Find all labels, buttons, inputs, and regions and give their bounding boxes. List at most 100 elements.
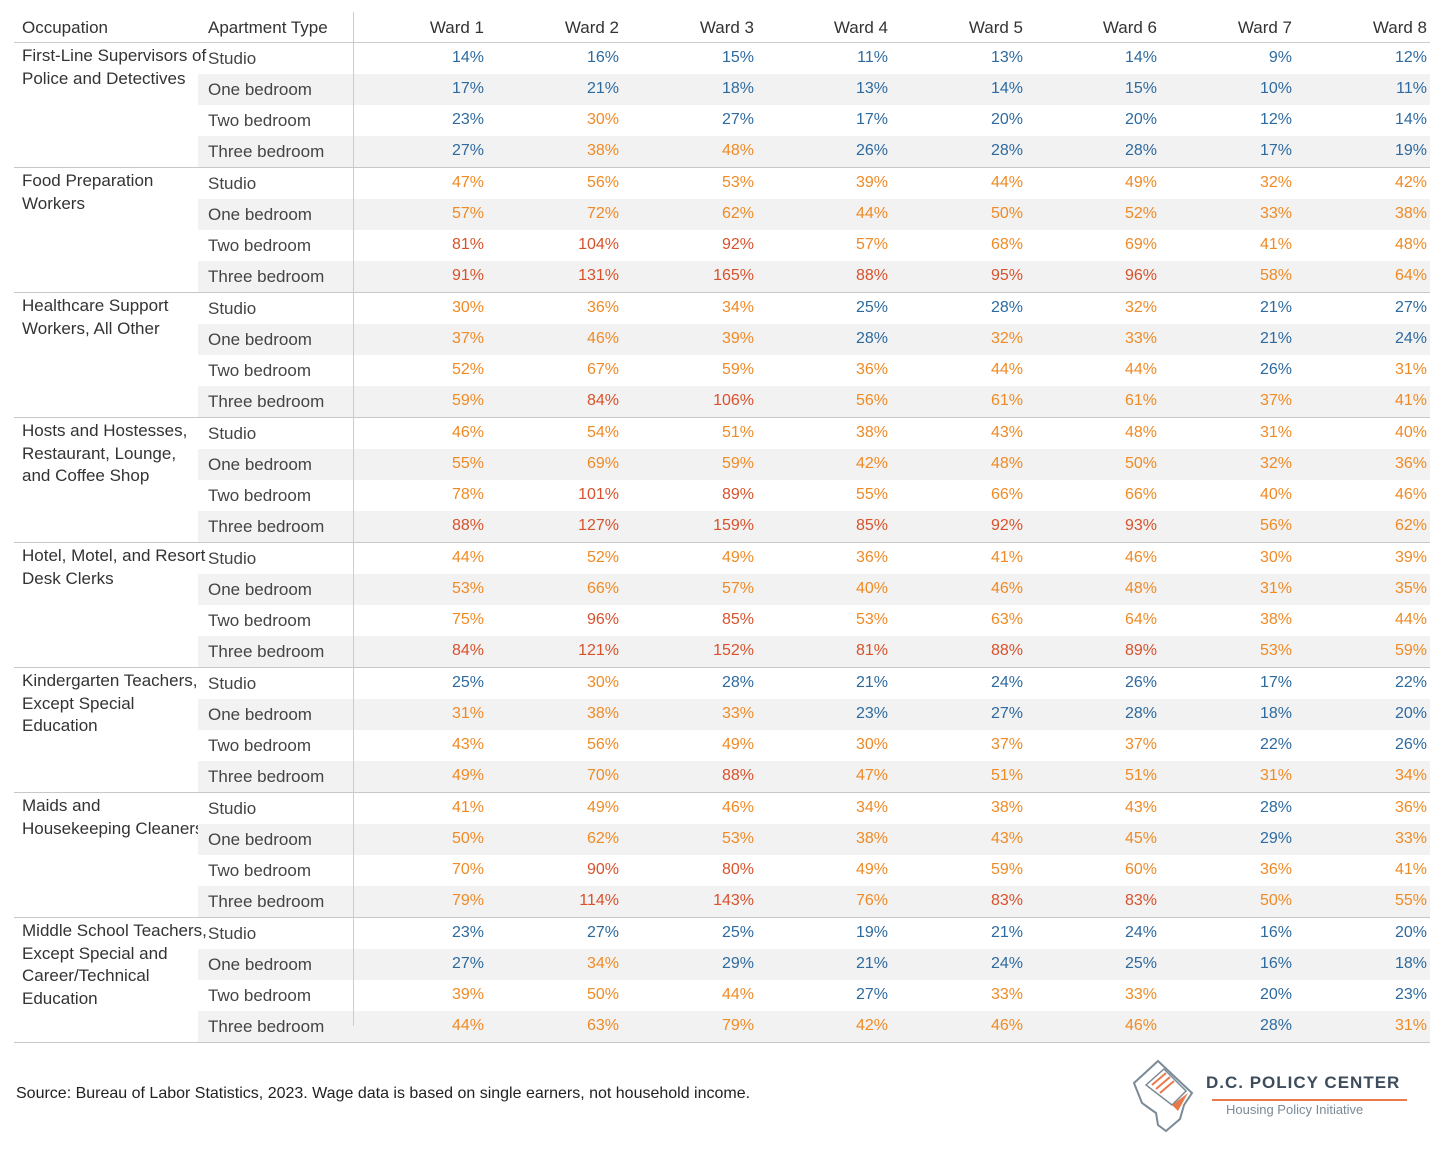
- value-cell-ward-2: 63%: [586, 1017, 619, 1034]
- value-cell-ward-3: 44%: [721, 986, 754, 1003]
- value-cell-ward-8: 19%: [1394, 142, 1427, 159]
- occupation-label: Hosts and Hostesses, Restaurant, Lounge,…: [22, 421, 188, 485]
- apartment-type-label: Studio: [208, 799, 257, 818]
- value-cell-ward-1: 44%: [451, 549, 484, 566]
- value-cell-ward-2: 114%: [579, 892, 619, 909]
- value-cell-ward-5: 50%: [990, 205, 1023, 222]
- value-cell-ward-1: 17%: [451, 80, 484, 97]
- table-row: Two bedroom 78% 101% 89% 55% 66% 66% 40% 46%: [198, 480, 1430, 511]
- occupation-label: Hotel, Motel, and Resort Desk Clerks: [22, 546, 206, 588]
- value-cell-ward-6: 32%: [1124, 299, 1157, 316]
- table-row: Studio 23% 27% 25% 19% 21% 24% 16% 20%: [198, 918, 1430, 949]
- table-row: Two bedroom 52% 67% 59% 36% 44% 44% 26% 31%: [198, 355, 1430, 386]
- value-cell-ward-1: 49%: [451, 767, 484, 784]
- value-cell-ward-5: 43%: [990, 424, 1023, 441]
- value-cell-ward-6: 45%: [1124, 830, 1157, 847]
- value-cell-ward-5: 68%: [990, 236, 1023, 253]
- value-cell-ward-7: 9%: [1268, 49, 1292, 66]
- value-cell-ward-3: 49%: [721, 736, 754, 753]
- value-cell-ward-4: 26%: [855, 142, 888, 159]
- value-cell-ward-4: 57%: [855, 236, 888, 253]
- table-row: Three bedroom 91% 131% 165% 88% 95% 96% 58% 64%: [198, 261, 1430, 292]
- value-cell-ward-6: 46%: [1124, 549, 1157, 566]
- header-ward-8: Ward 8: [1372, 18, 1427, 37]
- value-cell-ward-6: 48%: [1124, 424, 1157, 441]
- value-cell-ward-4: 21%: [855, 955, 888, 972]
- value-cell-ward-7: 12%: [1259, 111, 1292, 128]
- value-cell-ward-1: 23%: [451, 111, 484, 128]
- value-cell-ward-6: 51%: [1124, 767, 1157, 784]
- header-ward-5: Ward 5: [968, 18, 1023, 37]
- value-cell-ward-6: 28%: [1124, 705, 1157, 722]
- value-cell-ward-5: 63%: [990, 611, 1023, 628]
- value-cell-ward-2: 104%: [578, 236, 619, 253]
- value-cell-ward-1: 47%: [451, 174, 484, 191]
- value-cell-ward-3: 39%: [721, 330, 754, 347]
- value-cell-ward-6: 33%: [1124, 986, 1157, 1003]
- value-cell-ward-3: 28%: [721, 674, 754, 691]
- value-cell-ward-3: 46%: [721, 799, 754, 816]
- value-cell-ward-3: 15%: [721, 49, 754, 66]
- value-cell-ward-2: 131%: [578, 267, 619, 284]
- value-cell-ward-3: 89%: [721, 486, 754, 503]
- value-cell-ward-7: 38%: [1259, 611, 1292, 628]
- value-cell-ward-6: 14%: [1124, 49, 1157, 66]
- value-cell-ward-1: 37%: [451, 330, 484, 347]
- value-cell-ward-2: 54%: [586, 424, 619, 441]
- value-cell-ward-7: 17%: [1259, 674, 1292, 691]
- table-row: Two bedroom 81% 104% 92% 57% 68% 69% 41% 48%: [198, 230, 1430, 261]
- value-cell-ward-6: 48%: [1124, 580, 1157, 597]
- value-cell-ward-8: 41%: [1394, 392, 1427, 409]
- occupation-group: Hotel, Motel, and Resort Desk Clerks Stud…: [14, 543, 1430, 668]
- value-cell-ward-1: 50%: [451, 830, 484, 847]
- value-cell-ward-5: 43%: [990, 830, 1023, 847]
- value-cell-ward-2: 84%: [586, 392, 619, 409]
- apartment-type-label: Studio: [208, 424, 257, 443]
- value-cell-ward-4: 39%: [855, 174, 888, 191]
- value-cell-ward-4: 42%: [855, 1017, 888, 1034]
- value-cell-ward-3: 27%: [721, 111, 754, 128]
- value-cell-ward-8: 26%: [1394, 736, 1427, 753]
- value-cell-ward-1: 84%: [451, 642, 484, 659]
- value-cell-ward-1: 44%: [451, 1017, 484, 1034]
- apartment-type-label: Three bedroom: [208, 892, 325, 911]
- value-cell-ward-1: 39%: [451, 986, 484, 1003]
- table-row: One bedroom 37% 46% 39% 28% 32% 33% 21% 24%: [198, 324, 1430, 355]
- value-cell-ward-5: 24%: [990, 674, 1023, 691]
- value-cell-ward-5: 24%: [990, 955, 1023, 972]
- value-cell-ward-4: 34%: [855, 799, 888, 816]
- value-cell-ward-4: 81%: [855, 642, 888, 659]
- apartment-type-label: Three bedroom: [208, 642, 325, 661]
- value-cell-ward-7: 21%: [1259, 299, 1292, 316]
- value-cell-ward-5: 46%: [990, 580, 1023, 597]
- apartment-type-label: Three bedroom: [208, 392, 325, 411]
- apartment-type-label: Studio: [208, 549, 257, 568]
- value-cell-ward-5: 14%: [990, 80, 1023, 97]
- value-cell-ward-2: 70%: [586, 767, 619, 784]
- table-row: One bedroom 17% 21% 18% 13% 14% 15% 10% 11%: [198, 74, 1430, 105]
- value-cell-ward-8: 20%: [1394, 705, 1427, 722]
- value-cell-ward-8: 35%: [1394, 580, 1427, 597]
- value-cell-ward-5: 59%: [990, 861, 1023, 878]
- apartment-type-label: Two bedroom: [208, 986, 311, 1005]
- table-row: One bedroom 31% 38% 33% 23% 27% 28% 18% 20%: [198, 699, 1430, 730]
- value-cell-ward-1: 31%: [451, 705, 484, 722]
- table-row: Studio 41% 49% 46% 34% 38% 43% 28% 36%: [198, 793, 1430, 824]
- value-cell-ward-1: 79%: [451, 892, 484, 909]
- occupation-group: Middle School Teachers, Except Special a…: [14, 918, 1430, 1043]
- value-cell-ward-4: 85%: [855, 517, 888, 534]
- apartment-type-label: One bedroom: [208, 330, 312, 349]
- value-cell-ward-7: 36%: [1259, 861, 1292, 878]
- value-cell-ward-8: 22%: [1394, 674, 1427, 691]
- apartment-type-label: Studio: [208, 299, 257, 318]
- value-cell-ward-8: 36%: [1394, 455, 1427, 472]
- value-cell-ward-5: 46%: [990, 1017, 1023, 1034]
- value-cell-ward-6: 69%: [1124, 236, 1157, 253]
- value-cell-ward-3: 33%: [721, 705, 754, 722]
- value-cell-ward-2: 90%: [586, 861, 619, 878]
- value-cell-ward-8: 55%: [1394, 892, 1427, 909]
- value-cell-ward-5: 13%: [990, 49, 1023, 66]
- value-cell-ward-5: 28%: [990, 299, 1023, 316]
- value-cell-ward-5: 37%: [990, 736, 1023, 753]
- value-cell-ward-4: 19%: [855, 924, 888, 941]
